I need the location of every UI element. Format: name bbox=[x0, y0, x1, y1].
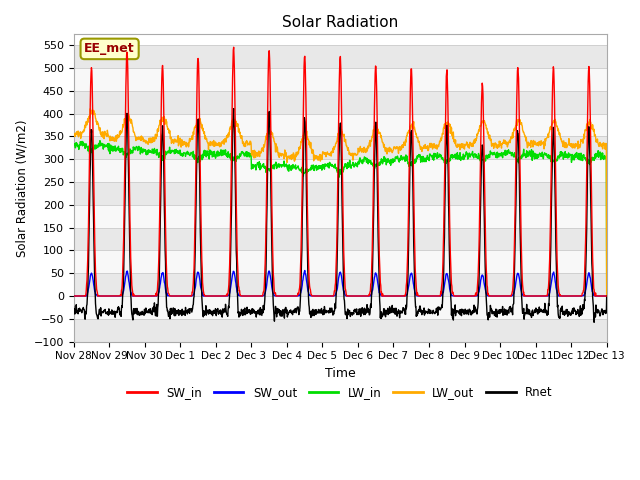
Bar bbox=[74, 205, 607, 228]
Bar bbox=[74, 68, 607, 91]
Bar bbox=[74, 91, 607, 114]
Bar bbox=[74, 319, 607, 342]
Title: Solar Radiation: Solar Radiation bbox=[282, 15, 398, 30]
Bar bbox=[74, 273, 607, 296]
Y-axis label: Solar Radiation (W/m2): Solar Radiation (W/m2) bbox=[15, 119, 28, 256]
Text: EE_met: EE_met bbox=[84, 42, 135, 55]
Bar bbox=[74, 251, 607, 273]
X-axis label: Time: Time bbox=[324, 367, 356, 380]
Bar bbox=[74, 296, 607, 319]
Bar bbox=[74, 114, 607, 136]
Bar bbox=[74, 228, 607, 251]
Bar bbox=[74, 182, 607, 205]
Bar bbox=[74, 45, 607, 68]
Bar bbox=[74, 159, 607, 182]
Legend: SW_in, SW_out, LW_in, LW_out, Rnet: SW_in, SW_out, LW_in, LW_out, Rnet bbox=[123, 381, 557, 403]
Bar bbox=[74, 136, 607, 159]
